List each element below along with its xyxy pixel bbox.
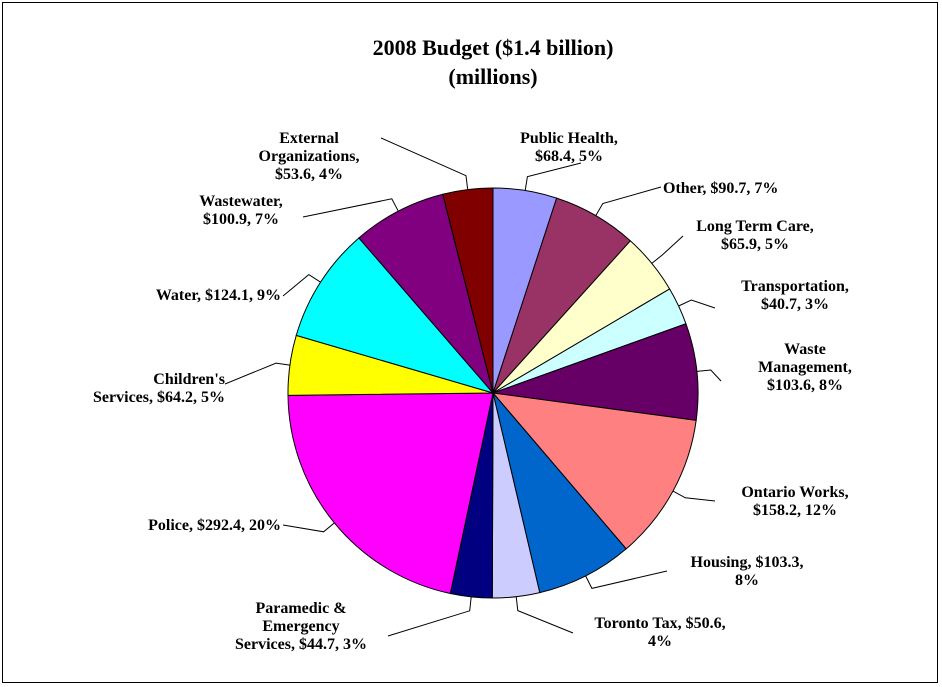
slice-label-transportation: Transportation, $40.7, 3%	[741, 278, 849, 313]
leader-lines	[224, 137, 722, 637]
slice-label-line: 4%	[648, 633, 672, 650]
leader-line-ontario-works	[672, 490, 716, 502]
slice-label-other: Other, $90.7, 7%	[663, 180, 778, 197]
slice-labels: Public Health, $68.4, 5% Other, $90.7, 7% L…	[93, 130, 852, 653]
slice-waste-management	[492, 323, 699, 421]
leader-line-housing	[585, 570, 668, 589]
slice-label-line: External	[279, 130, 339, 147]
slice-police	[287, 392, 494, 595]
leader-line-wastewater	[302, 198, 399, 218]
slice-label-line: $40.7, 3%	[761, 296, 829, 313]
slice-label-line: Wastewater,	[199, 193, 282, 210]
slice-label-line: $65.9, 5%	[721, 236, 789, 253]
slice-label-housing: Housing, $103.3, 8%	[691, 554, 804, 589]
slice-label-line: $68.4, 5%	[535, 148, 603, 165]
chart-title: 2008 Budget ($1.4 billion)	[373, 35, 614, 60]
leader-line-long-term-care	[651, 235, 684, 264]
slice-label-public-health: Public Health, $68.4, 5%	[520, 130, 618, 165]
slice-label-line: Management,	[758, 359, 852, 376]
slice-label-line: $158.2, 12%	[753, 502, 837, 519]
leader-line-waste-management	[696, 369, 722, 382]
slice-label-line: Toronto Tax, $50.6,	[594, 615, 725, 632]
slice-label-ontario-works: Ontario Works, $158.2, 12%	[741, 484, 848, 519]
leader-line-children-s-services	[224, 362, 290, 385]
slice-wastewater	[358, 193, 494, 394]
slice-label-line: Public Health,	[520, 130, 618, 147]
slice-label-line: Services, $44.7, 3%	[235, 636, 367, 653]
leader-line-external-organizations	[380, 137, 469, 190]
slice-label-long-term-care: Long Term Care, $65.9, 5%	[696, 218, 813, 253]
slice-label-line: Housing, $103.3,	[691, 554, 804, 571]
slice-ontario-works	[491, 392, 697, 550]
slice-label-line: Long Term Care,	[696, 218, 813, 235]
slice-label-line: $53.6, 4%	[275, 166, 343, 183]
pie-slices	[287, 187, 699, 599]
leader-line-public-health	[524, 162, 582, 191]
slice-housing	[492, 392, 627, 594]
slice-label-line: Ontario Works,	[741, 484, 848, 501]
slice-label-line: Paramedic &	[255, 600, 346, 617]
slice-label-paramedic-emergency-services: Paramedic & Emergency Services, $44.7, 3%	[235, 600, 367, 653]
slice-label-line: Transportation,	[741, 278, 849, 295]
slice-label-line: Services, $64.2, 5%	[93, 389, 225, 406]
slice-label-water: Water, $124.1, 9%	[156, 287, 281, 304]
slice-external-organizations	[442, 187, 494, 394]
slice-label-toronto-tax: Toronto Tax, $50.6, 4%	[594, 615, 725, 650]
slice-label-line: Water, $124.1, 9%	[156, 287, 281, 304]
slice-label-line: Other, $90.7, 7%	[663, 180, 778, 197]
slice-label-police: Police, $292.4, 20%	[148, 517, 281, 534]
slice-label-wastewater: Wastewater, $100.9, 7%	[199, 193, 282, 228]
slice-label-external-organizations: External Organizations, $53.6, 4%	[259, 130, 360, 183]
leader-line-water	[282, 273, 321, 297]
pie-chart: 2008 Budget ($1.4 billion) (millions) Pu…	[93, 35, 852, 653]
leader-line-toronto-tax	[515, 596, 574, 634]
slice-label-waste-management: Waste Management, $103.6, 8%	[758, 341, 852, 394]
slice-label-line: Police, $292.4, 20%	[148, 517, 281, 534]
leader-line-transportation	[678, 299, 716, 309]
chart-subtitle: (millions)	[448, 64, 537, 89]
leader-line-paramedic-emergency-services	[387, 596, 472, 637]
slice-label-line: 8%	[735, 572, 759, 589]
leader-line-other	[595, 186, 662, 216]
slice-label-line: Waste	[784, 341, 826, 358]
slice-label-line: $103.6, 8%	[767, 377, 843, 394]
slice-label-line: Children's	[153, 371, 225, 388]
slice-label-line: Organizations,	[259, 148, 360, 165]
slice-label-children-s-services: Children's Services, $64.2, 5%	[93, 371, 225, 406]
leader-line-police	[282, 522, 335, 533]
slice-label-line: Emergency	[262, 618, 339, 635]
slice-label-line: $100.9, 7%	[203, 211, 279, 228]
